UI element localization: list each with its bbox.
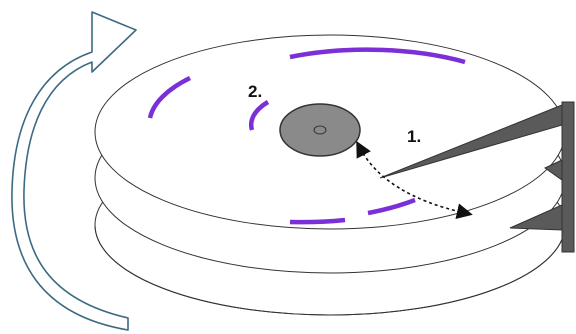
rotation-arrow-icon xyxy=(11,11,137,331)
label-two: 2. xyxy=(248,82,262,101)
label-one: 1. xyxy=(407,127,421,146)
actuator-pivot xyxy=(561,101,575,253)
seek-arrow-icon xyxy=(356,140,473,220)
spindle-hub xyxy=(279,103,361,157)
track-inner xyxy=(249,100,270,131)
